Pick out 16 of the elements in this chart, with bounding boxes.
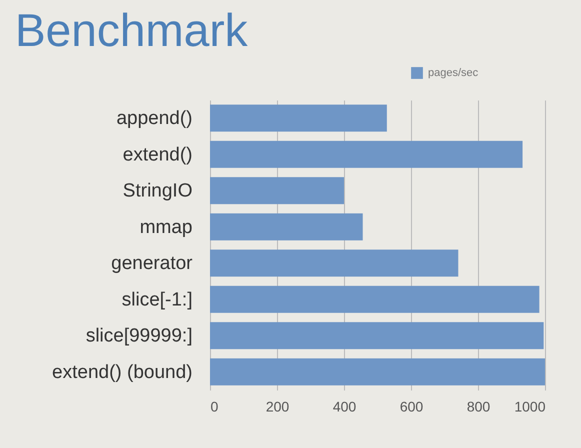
y-tick-label: append() — [116, 108, 192, 130]
y-tick-label: extend() — [122, 144, 192, 166]
y-tick-label: mmap — [140, 216, 192, 238]
y-tick-label: extend() (bound) — [52, 362, 192, 383]
chart-title: Benchmark — [15, 4, 249, 56]
y-tick-label: slice[-1:] — [122, 289, 192, 310]
y-tick-label: generator — [111, 253, 194, 274]
x-tick-label: 1000 — [514, 398, 546, 414]
y-tick-label: slice[99999:] — [86, 326, 192, 347]
x-tick-label: 400 — [332, 398, 356, 414]
x-tick-label: 800 — [466, 398, 490, 414]
x-tick-label: 200 — [266, 398, 290, 414]
x-tick-label: 600 — [400, 398, 424, 414]
x-tick-label: 0 — [210, 398, 218, 414]
y-tick-label: StringIO — [122, 180, 192, 202]
legend-label: pages/sec — [428, 67, 479, 79]
